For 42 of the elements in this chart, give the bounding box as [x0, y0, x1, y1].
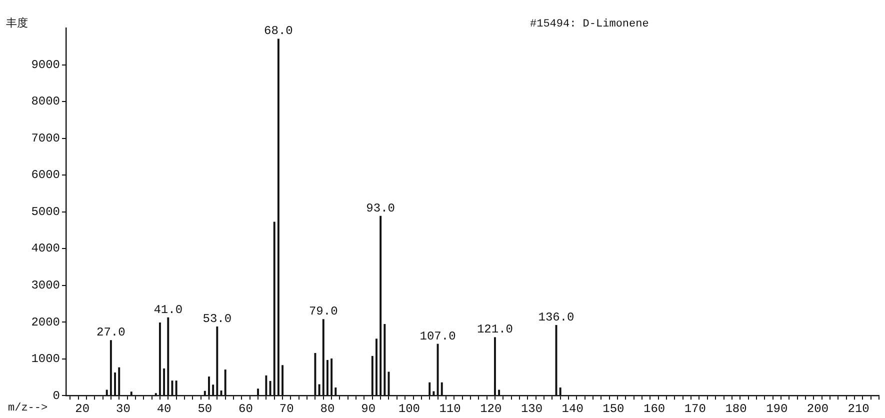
- x-tick-label: 40: [156, 402, 172, 416]
- y-tick-label: 7000: [31, 131, 60, 146]
- annotation: 107.0: [420, 329, 456, 344]
- y-tick-label: 4000: [31, 242, 60, 256]
- x-tick-label: 90: [361, 402, 376, 416]
- x-tick-label: 30: [116, 402, 130, 416]
- y-tick-label: 2000: [31, 315, 60, 330]
- x-tick-label: 190: [766, 402, 788, 416]
- x-tick-label: 170: [684, 402, 706, 416]
- annotation: 93.0: [366, 201, 395, 216]
- y-tick-label: 8000: [31, 94, 60, 109]
- y-tick-label: 9000: [31, 58, 60, 72]
- y-tick-label: 5000: [31, 204, 60, 219]
- x-tick-label: 60: [238, 402, 253, 416]
- y-tick-label: 3000: [31, 278, 60, 292]
- x-tick-label: 70: [279, 402, 294, 416]
- x-tick-label: 130: [520, 402, 543, 416]
- x-tick-label: 160: [643, 402, 666, 416]
- y-axis-title: 丰度: [6, 16, 28, 30]
- y-tick-label: 0: [52, 388, 60, 403]
- x-tick-label: 110: [439, 402, 461, 416]
- x-tick-label: 140: [562, 402, 584, 416]
- x-tick-label: 210: [848, 402, 870, 416]
- annotation: 79.0: [308, 304, 338, 319]
- x-tick-label: 80: [320, 402, 335, 416]
- y-tick-label: 6000: [31, 168, 60, 182]
- x-tick-label: 100: [398, 402, 420, 416]
- chart-title: #15494: D-Limonene: [530, 18, 649, 30]
- annotation: 41.0: [154, 302, 183, 317]
- annotation: 53.0: [202, 312, 232, 326]
- y-tick-label: 1000: [31, 352, 60, 366]
- x-tick-label: 20: [75, 402, 90, 416]
- x-axis-title: m/z-->: [8, 402, 48, 415]
- x-tick-label: 200: [806, 402, 829, 416]
- x-tick-label: 150: [602, 402, 624, 416]
- x-tick-label: 50: [198, 402, 212, 416]
- annotation: 136.0: [538, 310, 574, 325]
- x-tick-label: 120: [480, 402, 502, 416]
- annotation: 68.0: [264, 24, 293, 38]
- annotation: 27.0: [96, 326, 126, 340]
- x-tick-label: 180: [725, 402, 747, 416]
- annotation: 121.0: [476, 322, 513, 337]
